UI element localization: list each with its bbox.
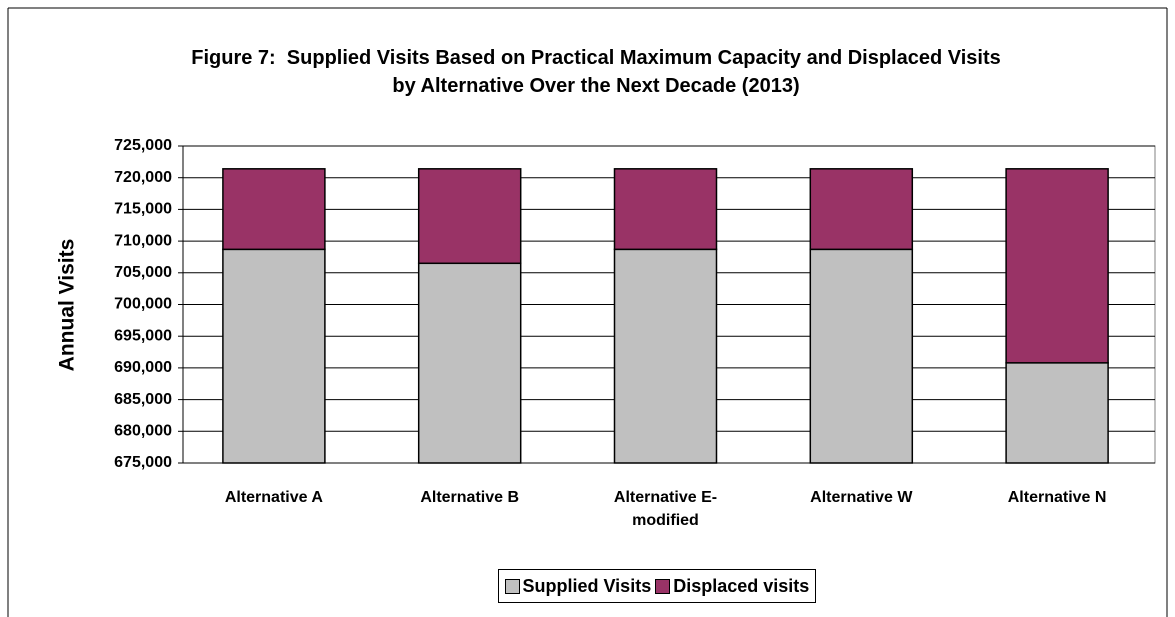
y-tick-label: 710,000	[114, 232, 172, 249]
y-tick-label: 685,000	[114, 391, 172, 408]
y-tick-label: 715,000	[114, 201, 172, 218]
legend-swatch	[504, 578, 520, 594]
x-tick-label: Alternative N	[1007, 489, 1107, 506]
y-axis-label: Annual Visits	[56, 239, 79, 372]
legend-label: Supplied Visits	[522, 575, 652, 596]
y-tick-label: 695,000	[114, 327, 172, 344]
y-tick-label: 705,000	[114, 264, 172, 281]
bar-segment	[417, 168, 522, 265]
y-tick-label: 725,000	[114, 137, 172, 154]
bar-segment	[222, 168, 326, 251]
x-tick-label: Alternative B	[420, 489, 520, 506]
y-tick-label: 680,000	[114, 423, 172, 440]
x-tick-label: Alternative W	[810, 489, 913, 506]
bar-segment	[613, 248, 718, 464]
bar-segment	[809, 248, 914, 464]
chart-title: Figure 7: Supplied Visits Based on Pract…	[191, 47, 1007, 97]
legend-swatch	[655, 578, 671, 594]
bar-segment	[1005, 362, 1109, 464]
y-tick-label: 690,000	[114, 359, 172, 376]
legend-item: Supplied Visits	[504, 575, 652, 597]
bar-segment	[1005, 168, 1109, 364]
bar-segment	[809, 168, 914, 251]
legend: Supplied Visits Displaced visits	[497, 569, 817, 603]
legend-label: Displaced visits	[673, 575, 810, 596]
x-tick-label: Alternative E-modified	[613, 489, 718, 529]
bar-segment	[417, 262, 522, 464]
bar-segment	[613, 168, 718, 251]
legend-item: Displaced visits	[655, 576, 809, 597]
y-tick-label: 700,000	[114, 296, 172, 313]
y-tick-label: 675,000	[114, 454, 172, 471]
y-tick-label: 720,000	[114, 169, 172, 186]
bar-segment	[222, 248, 326, 464]
x-tick-label: Alternative A	[224, 489, 323, 506]
